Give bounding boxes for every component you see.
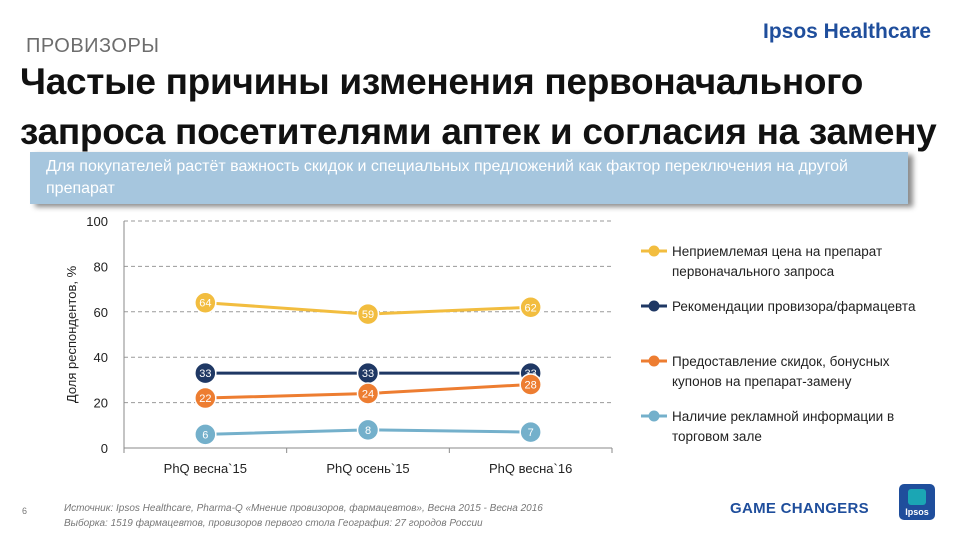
- y-axis-label: Доля респондентов, %: [64, 265, 79, 403]
- data-label: 6: [202, 429, 208, 441]
- logo-text: Ipsos: [905, 507, 929, 517]
- legend-marker: [641, 410, 667, 422]
- data-label: 28: [525, 379, 537, 391]
- data-point: [519, 296, 542, 319]
- data-label: 24: [362, 389, 374, 401]
- legend-label: Наличие рекламной информации в торговом …: [672, 409, 895, 444]
- x-tick-label: PhQ весна`16: [489, 461, 572, 476]
- data-point: [519, 373, 542, 396]
- logo-shape: [908, 489, 926, 505]
- legend-label: Предоставление скидок, бонусных купонов …: [672, 354, 890, 389]
- key-message-banner: Для покупателей растёт важность скидок и…: [30, 152, 908, 204]
- source-note: Источник: Ipsos Healthcare, Pharma-Q «Мн…: [64, 501, 543, 531]
- key-message-text: Для покупателей растёт важность скидок и…: [46, 158, 848, 197]
- legend-marker: [641, 355, 667, 367]
- legend-marker: [641, 245, 667, 257]
- data-point: [356, 382, 380, 405]
- sample-line: Выборка: 1519 фармацевтов, провизоров пе…: [64, 518, 483, 529]
- data-point: [194, 361, 217, 385]
- data-label: 33: [199, 368, 211, 380]
- y-tick-label: 80: [94, 259, 108, 274]
- series-3: 22 24 28: [194, 373, 542, 410]
- ipsos-logo-icon: Ipsos: [899, 484, 935, 520]
- tagline: GAME CHANGERS: [730, 500, 869, 517]
- brand-name: Ipsos Healthcare: [763, 20, 932, 43]
- data-label: 64: [199, 298, 211, 310]
- data-label: 22: [199, 393, 211, 405]
- section-label: ПРОВИЗОРЫ: [26, 35, 160, 57]
- data-point: [194, 386, 217, 410]
- x-tick-label: PhQ осень`15: [326, 461, 409, 476]
- data-point: [356, 418, 380, 442]
- series-1: 64 59 62: [194, 291, 542, 326]
- source-line: Источник: Ipsos Healthcare, Pharma-Q «Мн…: [64, 503, 543, 514]
- y-tick-label: 0: [101, 441, 108, 456]
- legend-marker-dot: [648, 300, 660, 312]
- legend-marker-dot: [648, 355, 660, 367]
- slide-title: Частые причины изменения первоначального…: [20, 61, 937, 152]
- data-label: 62: [525, 302, 537, 314]
- data-point: [194, 291, 217, 314]
- legend-marker-dot: [648, 245, 660, 257]
- data-label: 7: [528, 427, 534, 439]
- data-label: 8: [365, 425, 371, 437]
- legend-label: Рекомендации провизора/фармацевта: [672, 299, 916, 314]
- y-tick-label: 40: [94, 350, 108, 365]
- data-point: [519, 420, 542, 444]
- data-label: 59: [362, 309, 374, 321]
- y-tick-label: 60: [94, 305, 108, 320]
- series-4: 6 8 7: [194, 418, 542, 446]
- data-point: [194, 423, 217, 446]
- y-tick-label: 20: [94, 396, 108, 411]
- chart-axes: 0 20 40 60 80 100 PhQ весна`15 PhQ осень`15 PhQ …: [64, 214, 613, 476]
- data-label: 33: [362, 368, 374, 380]
- legend-marker: [641, 300, 667, 312]
- y-tick-label: 100: [86, 214, 108, 229]
- chart-series: 645962333333222428687: [194, 291, 542, 446]
- data-point: [356, 302, 380, 326]
- series-2: 333333: [194, 361, 542, 385]
- page-number: 6: [22, 506, 28, 516]
- x-tick-label: PhQ весна`15: [164, 461, 247, 476]
- legend-label: Неприемлемая цена на препарат первоначал…: [672, 244, 883, 279]
- legend-marker-dot: [648, 410, 660, 422]
